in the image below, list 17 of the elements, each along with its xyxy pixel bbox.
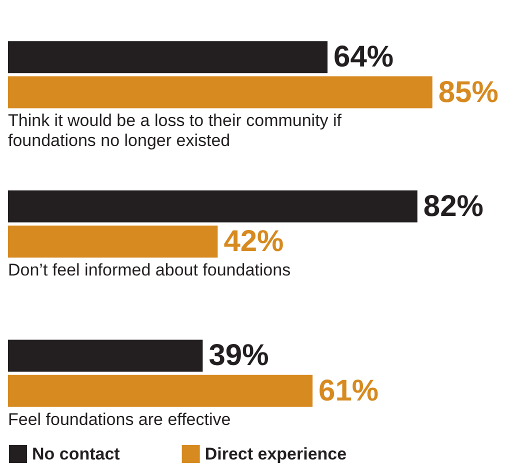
bar: [8, 190, 418, 222]
bar: [8, 374, 313, 407]
y-tick-label: Feel foundations are effective: [8, 410, 231, 429]
bar: [8, 340, 203, 372]
data-label: 64%: [334, 40, 394, 74]
bar: [8, 41, 328, 74]
legend-label: No contact: [32, 444, 120, 464]
legend-label: Direct experience: [204, 444, 347, 464]
data-label: 42%: [224, 225, 284, 258]
data-label: 85%: [438, 76, 498, 109]
bar: [8, 226, 218, 258]
data-label: 82%: [423, 190, 484, 223]
y-tick-label: Think it would be a loss to their community if foundations no longer existed: [8, 111, 346, 150]
bar: [8, 76, 432, 108]
data-label: 39%: [208, 339, 269, 372]
data-label: 61%: [318, 374, 379, 408]
y-tick-label: Don’t feel informed about foundations: [8, 260, 291, 280]
